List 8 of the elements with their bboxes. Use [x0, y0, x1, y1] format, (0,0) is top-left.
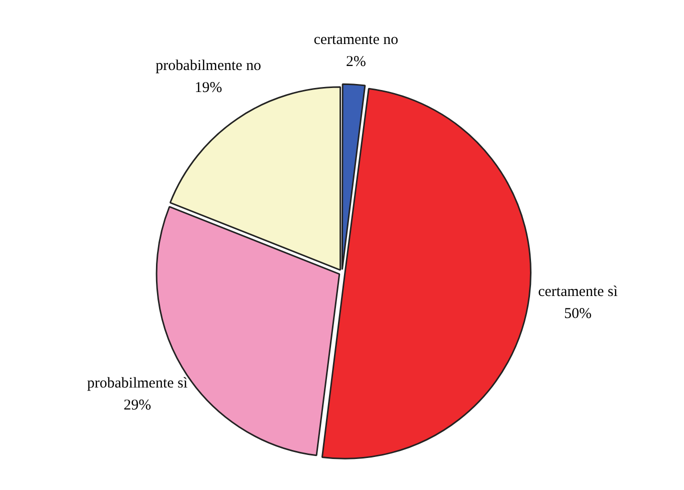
slice-label: probabilmente sì	[87, 375, 188, 392]
data-label: 29%	[124, 397, 152, 414]
data-label: 50%	[564, 306, 592, 322]
data-label: 19%	[194, 80, 222, 96]
slice-label: certamente sì	[538, 284, 618, 300]
slice-label: certamente no	[314, 32, 398, 48]
data-label: 2%	[346, 54, 366, 70]
slice-label: probabilmente no	[156, 58, 262, 74]
